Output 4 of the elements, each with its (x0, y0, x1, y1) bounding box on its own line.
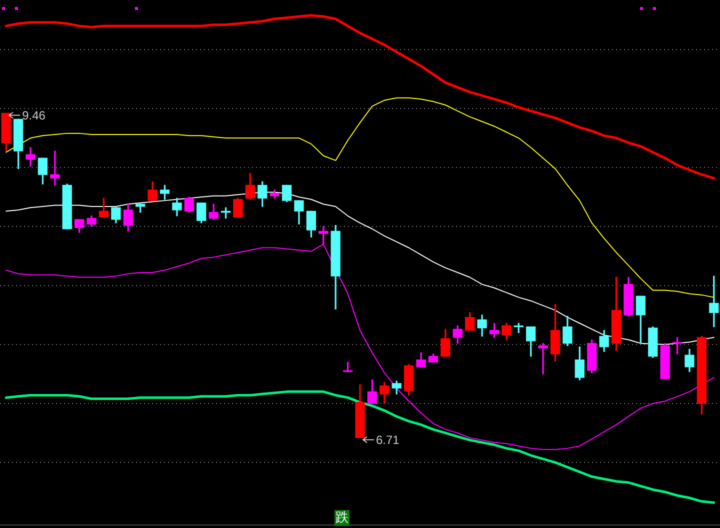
candlestick (538, 342, 548, 374)
annotation: 6.71 (376, 433, 400, 448)
annotation: 跌 (336, 510, 348, 526)
annotation: 9.46 (22, 108, 46, 123)
